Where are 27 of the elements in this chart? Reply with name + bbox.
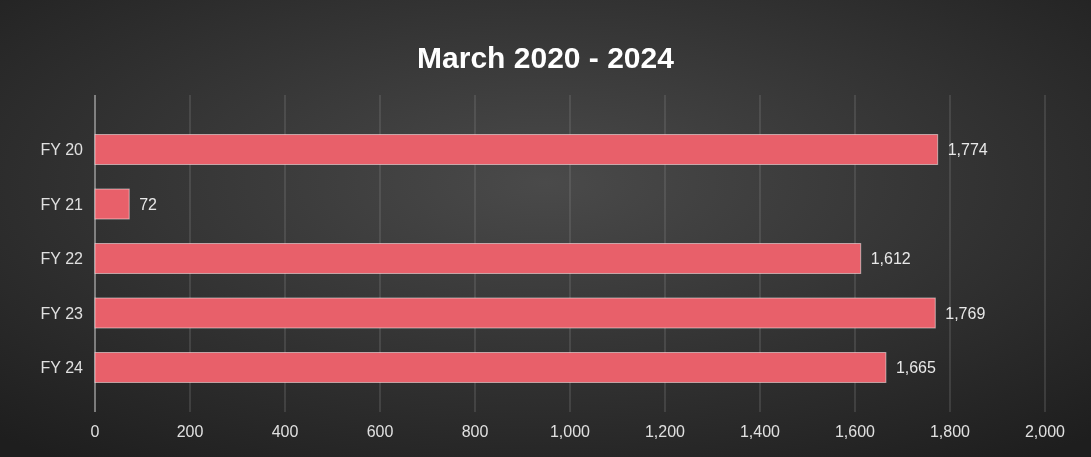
x-tick-label: 0 (90, 423, 100, 440)
bar (94, 352, 887, 383)
data-label: 72 (139, 195, 158, 213)
data-label: 1,769 (945, 304, 986, 322)
y-tick-label: FY 22 (40, 250, 84, 268)
y-tick-label: FY 24 (40, 359, 84, 377)
chart-title: March 2020 - 2024 (417, 41, 675, 74)
data-label: 1,774 (947, 141, 988, 159)
bar (94, 297, 936, 329)
y-tick-label: FY 21 (40, 195, 84, 213)
x-tick-label: 1,000 (549, 423, 591, 440)
bar (94, 134, 939, 165)
bar (94, 243, 862, 274)
x-tick-label: 200 (176, 423, 204, 440)
data-label: 1,612 (870, 250, 911, 268)
x-tick-label: 800 (461, 423, 489, 440)
x-tick-label: 1,800 (929, 423, 971, 440)
y-tick-label: FY 20 (40, 141, 84, 159)
x-tick-label: 1,600 (834, 423, 876, 440)
x-tick-label: 1,200 (644, 423, 686, 440)
x-tick-label: 2,000 (1024, 423, 1066, 440)
x-tick-label: 600 (366, 423, 394, 440)
y-tick-label: FY 23 (40, 304, 84, 322)
x-tick-label: 400 (271, 423, 299, 440)
bar (94, 188, 130, 220)
x-tick-label: 1,400 (739, 423, 781, 440)
data-label: 1,665 (895, 359, 937, 377)
